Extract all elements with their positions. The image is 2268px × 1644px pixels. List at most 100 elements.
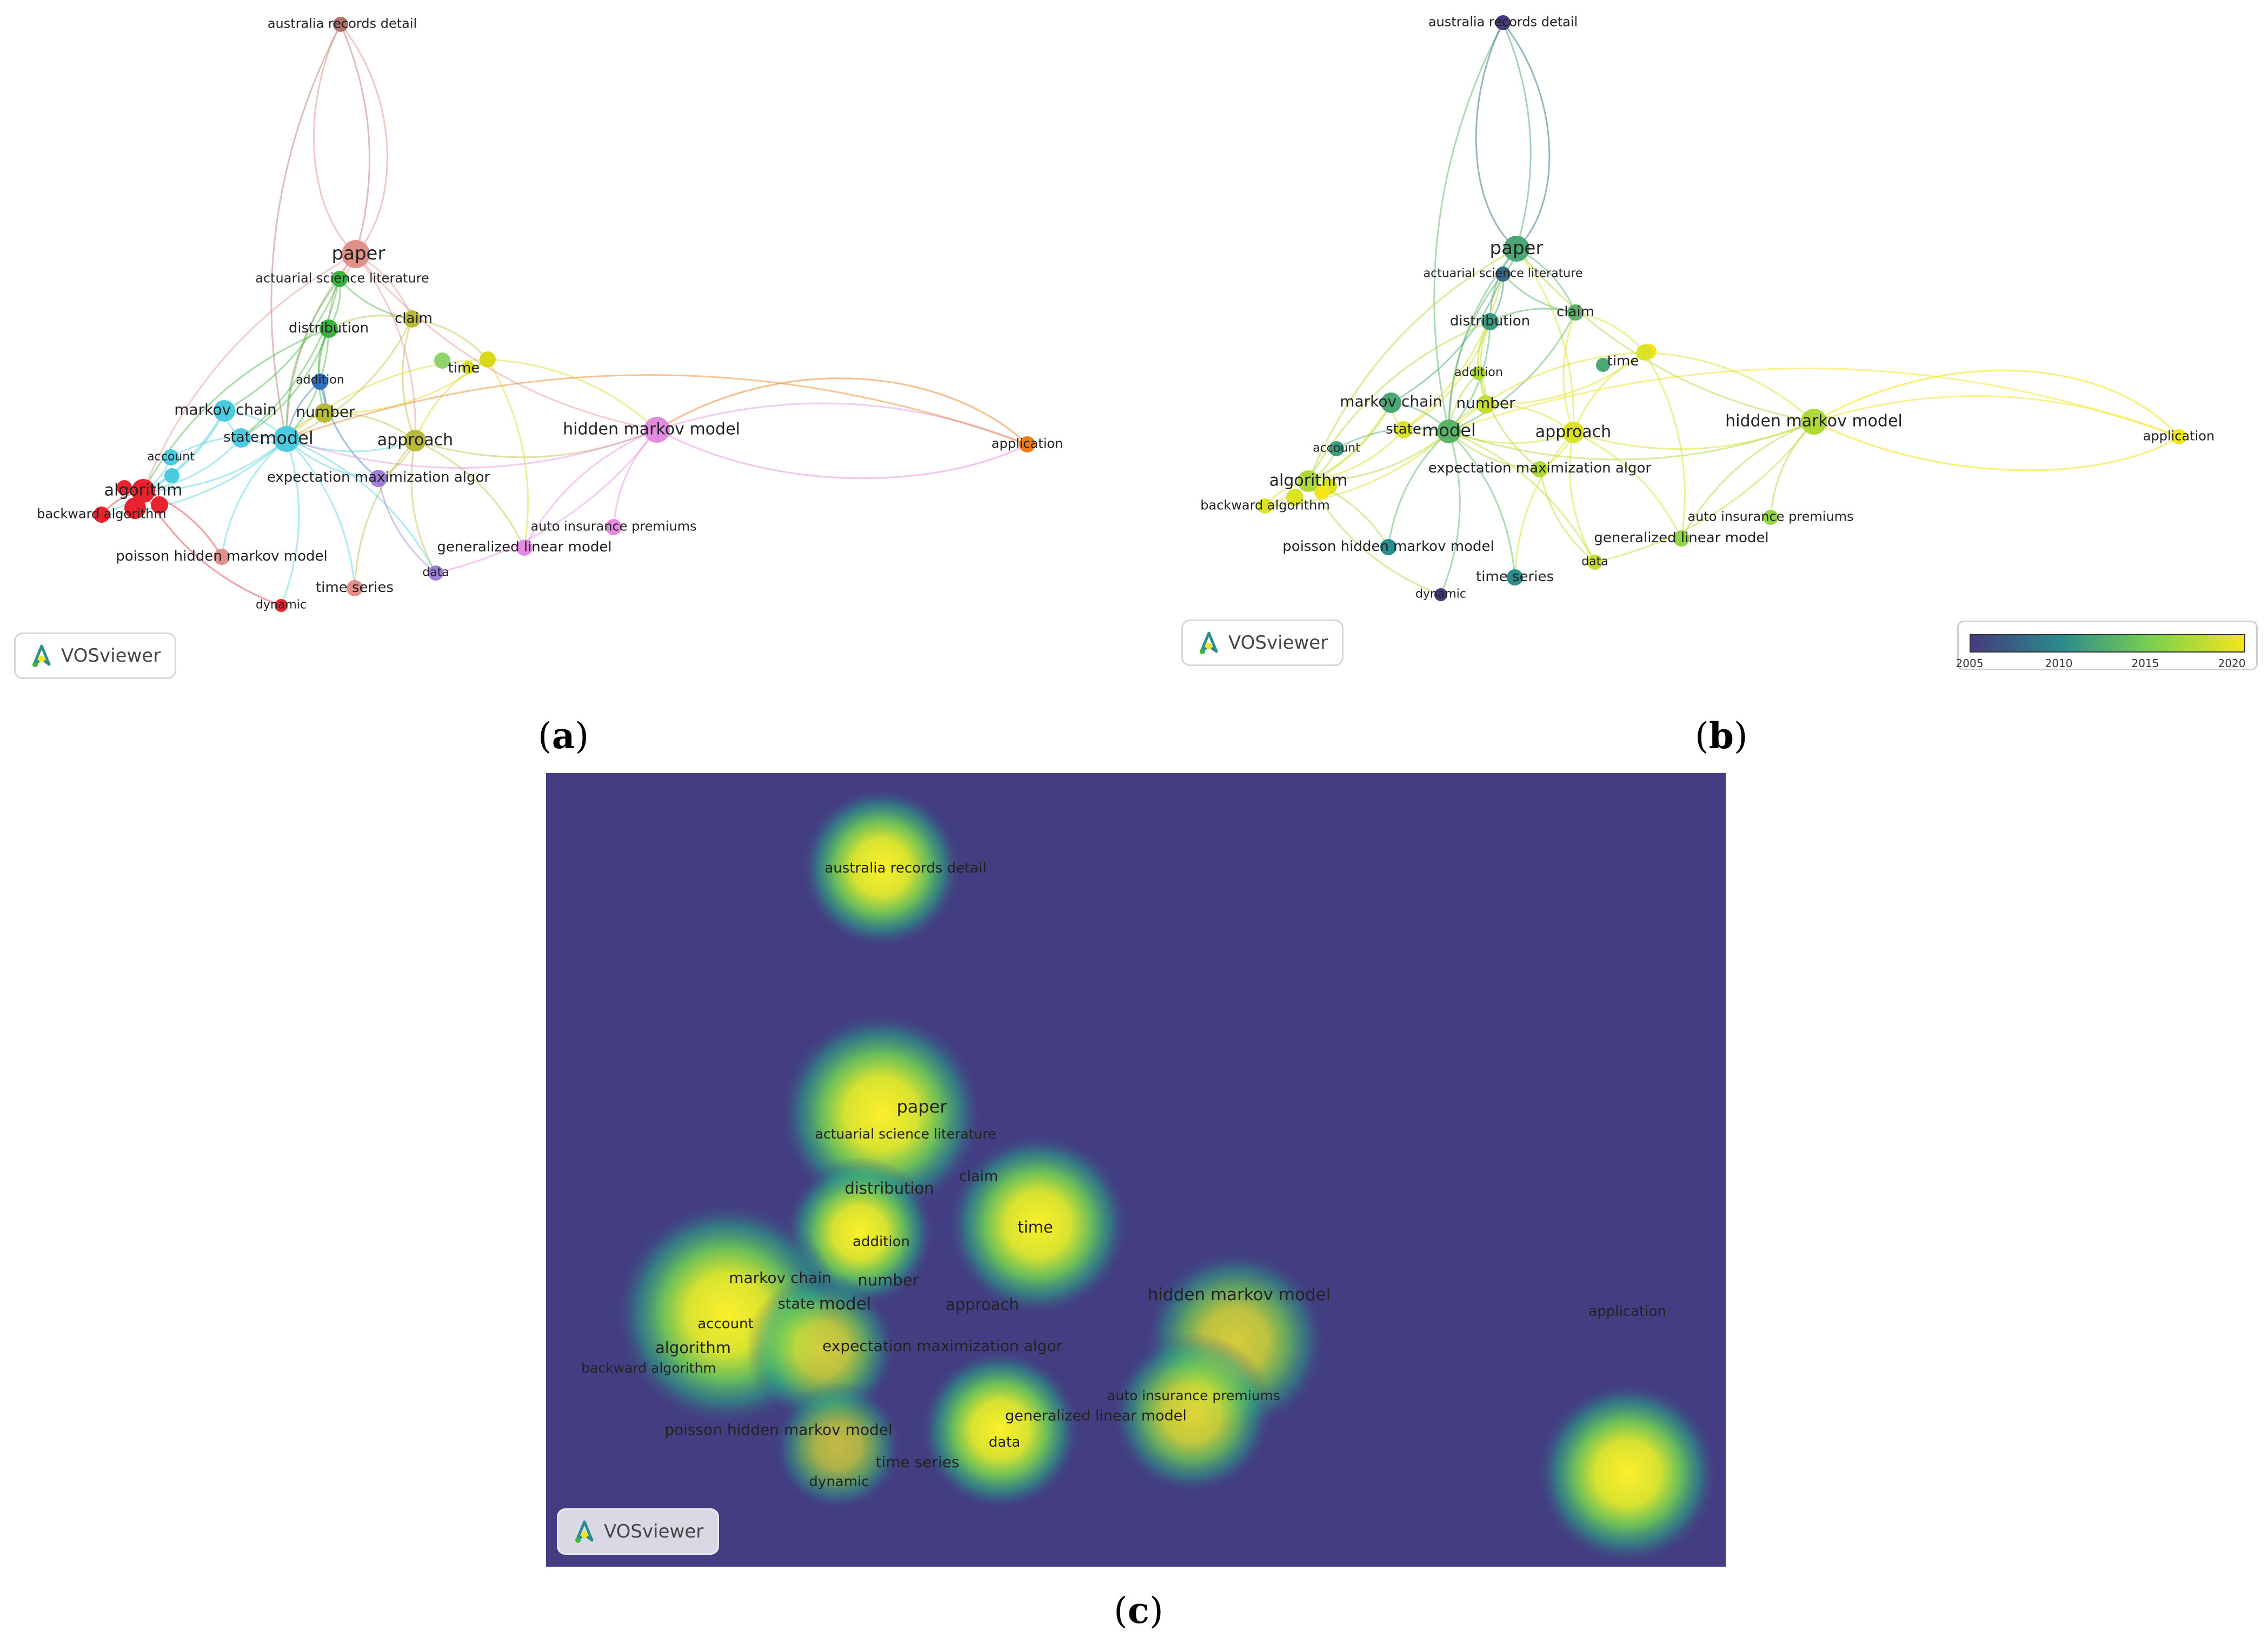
network-edge (286, 358, 488, 440)
network-node[interactable] (462, 361, 475, 374)
density-label-time-series[interactable]: time series (875, 1453, 959, 1471)
density-label-account[interactable]: account (697, 1316, 754, 1332)
node-paper[interactable] (342, 240, 370, 268)
overlay-node-generalized-linear-model[interactable] (1673, 530, 1690, 547)
node-application[interactable] (1019, 436, 1035, 452)
overlay-node-account[interactable] (1329, 441, 1344, 456)
overlay-node-data[interactable] (1587, 555, 1602, 570)
node-hidden-markov-model[interactable] (644, 417, 670, 443)
density-label-poisson-hidden-markov-model[interactable]: poisson hidden markov model (664, 1421, 893, 1439)
overlay-node[interactable] (1314, 484, 1329, 500)
overlay-node-claim[interactable] (1567, 304, 1584, 321)
overlay-graph[interactable]: australia records detail paper actuarial s… (1157, 0, 2268, 692)
node-generalized-linear-model[interactable] (516, 540, 533, 556)
node-data[interactable] (428, 565, 443, 581)
overlay-node[interactable] (1596, 358, 1610, 372)
overlay-node-hidden-markov-model[interactable] (1801, 409, 1827, 435)
node-algorithm[interactable] (131, 479, 155, 503)
node-expectation-maximization-algor[interactable] (370, 470, 387, 487)
density-label-expectation-maximization-algor[interactable]: expectation maximization algor (822, 1337, 1062, 1355)
density-label-algorithm[interactable]: algorithm (655, 1339, 731, 1357)
overlay-node-algorithm[interactable] (1298, 470, 1319, 492)
overlay-node-backward-algorithm[interactable] (1258, 498, 1273, 514)
overlay-node-actuarial-science-literature[interactable] (1495, 267, 1511, 282)
vosviewer-badge-c[interactable]: VOSviewer (557, 1508, 720, 1555)
overlay-node-markov-chain[interactable] (1381, 392, 1401, 413)
density-label-model[interactable]: model (819, 1294, 872, 1314)
overlay-node-approach[interactable] (1562, 422, 1584, 443)
overlay-node-time-series[interactable] (1507, 569, 1523, 585)
density-label-auto-insurance-premiums[interactable]: auto insurance premiums (1107, 1388, 1280, 1403)
node-auto-insurance-premiums[interactable] (606, 519, 622, 535)
node-state[interactable] (231, 428, 251, 448)
node-claim[interactable] (403, 310, 421, 328)
density-label-data[interactable]: data (989, 1434, 1021, 1450)
node-distribution[interactable] (320, 320, 338, 338)
node-number[interactable] (315, 403, 334, 423)
overlay-node-dynamic[interactable] (1434, 588, 1447, 601)
overlay-visualization-panel[interactable]: australia records detail paper actuarial s… (1157, 0, 2268, 692)
vosviewer-badge-b[interactable]: VOSviewer (1181, 620, 1344, 666)
density-label-number[interactable]: number (857, 1271, 919, 1289)
overlay-node-addition[interactable] (1472, 366, 1486, 380)
node-model[interactable] (274, 426, 300, 452)
density-label-time[interactable]: time (1017, 1218, 1053, 1236)
density-label-markov-chain[interactable]: markov chain (729, 1269, 832, 1287)
network-edge (328, 315, 413, 330)
vosviewer-badge-a[interactable]: VOSviewer (14, 633, 177, 679)
network-node[interactable] (434, 352, 450, 369)
density-visualization-panel[interactable]: australia records detail paper actuarial s… (546, 773, 1726, 1567)
density-label-actuarial-science-literature[interactable]: actuarial science literature (815, 1126, 996, 1142)
node-poisson-hidden-markov-model[interactable] (214, 549, 230, 565)
overlay-node-auto-insurance-premiums[interactable] (1763, 510, 1778, 525)
node-dynamic[interactable] (275, 599, 288, 612)
overlay-edge (1448, 351, 1645, 432)
network-edge (142, 328, 329, 491)
label-markov-chain: markov chain (174, 401, 277, 418)
density-label-application[interactable]: application (1588, 1303, 1666, 1320)
node-actuarial-science-literature[interactable] (331, 271, 348, 287)
overlay-node-time[interactable] (1637, 344, 1653, 361)
density-label-backward-algorithm[interactable]: backward algorithm (581, 1360, 716, 1376)
overlay-node-australia-records-detail[interactable] (1495, 15, 1511, 30)
overlay-node-distribution[interactable] (1481, 313, 1499, 330)
overlay-node-poisson-hidden-markov-model[interactable] (1380, 539, 1396, 555)
overlay-label-addition: addition (1454, 366, 1503, 380)
density-label-claim[interactable]: claim (959, 1168, 999, 1184)
network-graph[interactable]: australia records detail paper actuarial s… (0, 0, 1125, 692)
node-backward-algorithm[interactable] (94, 507, 110, 523)
network-node[interactable] (117, 480, 132, 495)
label-poisson-hidden-markov-model: poisson hidden markov model (116, 548, 327, 564)
node-markov-chain[interactable] (214, 400, 235, 422)
density-label-dynamic[interactable]: dynamic (809, 1474, 869, 1490)
node-time-series[interactable] (347, 580, 363, 596)
density-label-approach[interactable]: approach (946, 1295, 1019, 1314)
vosviewer-logo-icon (30, 644, 54, 668)
overlay-node-expectation-maximization-algor[interactable] (1532, 461, 1548, 477)
density-label-hidden-markov-model[interactable]: hidden markov model (1148, 1285, 1331, 1304)
overlay-node-number[interactable] (1476, 395, 1495, 414)
network-node[interactable] (164, 468, 179, 483)
overlay-node-paper[interactable] (1504, 236, 1529, 262)
network-edge (340, 24, 388, 255)
node-approach[interactable] (404, 430, 426, 451)
overlay-node[interactable] (1286, 489, 1303, 506)
network-visualization-panel[interactable]: australia records detail paper actuarial s… (0, 0, 1125, 692)
node-account[interactable] (163, 449, 179, 465)
overlay-node-model[interactable] (1437, 420, 1461, 443)
overlay-node-state[interactable] (1395, 421, 1412, 438)
density-map[interactable]: australia records detail paper actuarial s… (546, 773, 1726, 1567)
density-label-australia-records-detail[interactable]: australia records detail (824, 860, 986, 876)
density-label-generalized-linear-model[interactable]: generalized linear model (1005, 1407, 1187, 1424)
density-label-paper[interactable]: paper (896, 1096, 947, 1117)
node-australia-records-detail[interactable] (333, 17, 348, 32)
overlay-node-application[interactable] (2171, 429, 2186, 444)
network-node[interactable] (151, 496, 168, 514)
density-label-state[interactable]: state (778, 1295, 815, 1312)
node-addition[interactable] (312, 374, 328, 390)
node-time[interactable] (480, 351, 496, 368)
density-label-distribution[interactable]: distribution (844, 1179, 934, 1197)
overlay-edge (1813, 369, 2180, 437)
network-node[interactable] (124, 497, 146, 519)
density-label-addition[interactable]: addition (853, 1234, 910, 1250)
